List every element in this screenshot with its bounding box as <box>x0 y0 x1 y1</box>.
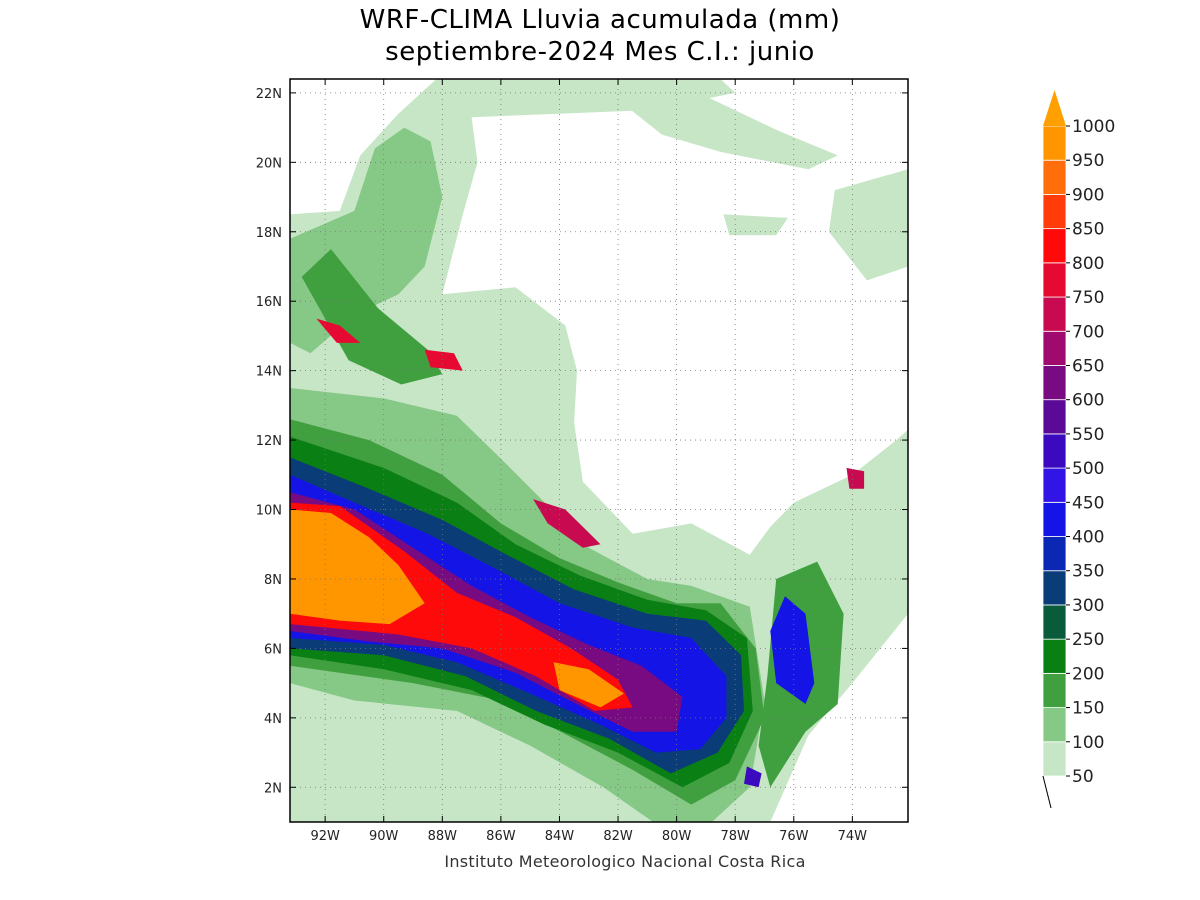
precip-area-level-14 <box>424 349 463 371</box>
precip-layer <box>290 79 908 822</box>
y-tick-label: 4N <box>264 712 282 727</box>
precip-area-level-2 <box>301 249 443 385</box>
precip-area-level-18 <box>290 509 425 625</box>
map-frame <box>289 78 909 823</box>
x-tick-label: 86W <box>486 829 516 844</box>
chart-title: WRF-CLIMA Lluvia acumulada (mm) <box>359 5 841 35</box>
x-tick-label: 90W <box>369 829 399 844</box>
x-tick-label: 76W <box>779 829 809 844</box>
y-tick-label: 8N <box>264 573 282 588</box>
y-tick-label: 20N <box>256 156 282 171</box>
precip-area-level-13 <box>846 467 865 489</box>
y-tick-label: 10N <box>256 504 282 519</box>
y-tick-label: 6N <box>264 642 282 657</box>
y-tick-label: 22N <box>256 87 282 102</box>
y-tick-label: 14N <box>256 365 282 380</box>
x-tick-label: 74W <box>838 829 868 844</box>
chart-subtitle: septiembre-2024 Mes C.I.: junio <box>385 37 815 67</box>
precip-area-level-9 <box>744 766 762 788</box>
precip-area-level-0 <box>618 96 838 170</box>
precip-area-level-0 <box>828 169 908 281</box>
y-tick-label: 2N <box>264 781 282 796</box>
x-tick-label: 80W <box>662 829 692 844</box>
precip-area-level-13 <box>533 499 601 548</box>
x-tick-label: 78W <box>720 829 750 844</box>
x-tick-label: 82W <box>603 829 633 844</box>
x-tick-label: 84W <box>545 829 575 844</box>
precip-area-level-14 <box>316 318 361 343</box>
y-tick-label: 12N <box>256 434 282 449</box>
precip-area-level-18 <box>553 662 624 708</box>
precip-area-level-7 <box>770 596 815 704</box>
precip-area-level-0 <box>723 214 788 236</box>
x-tick-label: 92W <box>310 829 340 844</box>
y-tick-label: 16N <box>256 295 282 310</box>
x-tick-label: 88W <box>428 829 458 844</box>
credit-text: Instituto Meteorologico Nacional Costa R… <box>444 852 806 871</box>
grid-lines <box>290 79 908 822</box>
y-tick-label: 18N <box>256 226 282 241</box>
